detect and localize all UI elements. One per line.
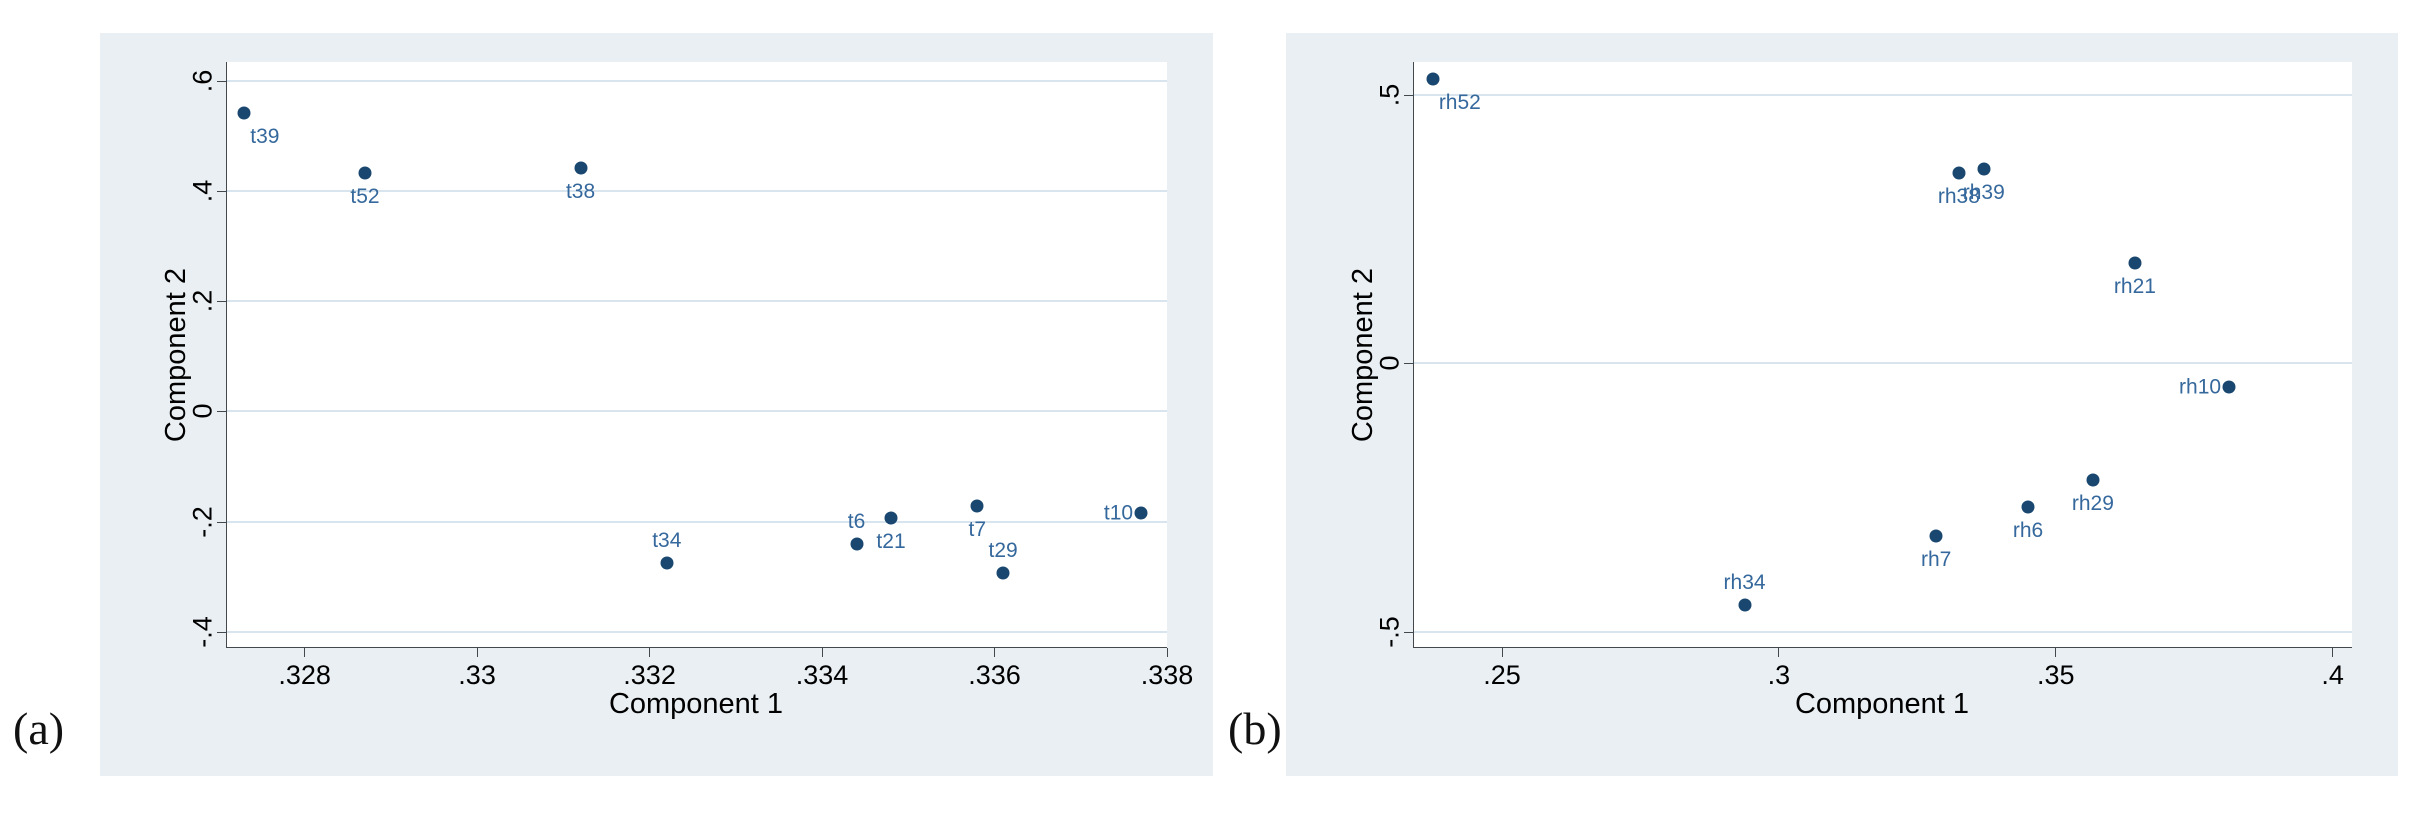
data-point-marker xyxy=(2128,256,2142,270)
y-tick-mark xyxy=(217,631,226,633)
data-point-label: rh10 xyxy=(2179,375,2222,399)
data-point-label: rh38 xyxy=(1937,185,1980,209)
x-tick-mark xyxy=(1166,648,1168,657)
data-point-marker xyxy=(1977,162,1991,176)
plot-area-a: .6 .4 .2 0 -.2 -.4 .328 .33 .332 .334 .336 .338 t39 t… xyxy=(188,62,1193,690)
data-point-marker xyxy=(574,161,588,175)
data-point-label: t7 xyxy=(968,518,987,542)
x-tick-label: .334 xyxy=(795,660,849,690)
x-tick-label: .4 xyxy=(2321,660,2344,690)
panel-letter-b: (b) xyxy=(1228,703,1282,754)
x-tick-mark xyxy=(1778,648,1780,657)
y-gridline xyxy=(1414,630,2352,633)
y-gridline xyxy=(227,410,1167,413)
y-tick-mark xyxy=(1404,95,1413,96)
data-point-label: rh21 xyxy=(2113,275,2156,298)
y-tick-label: 0 xyxy=(1374,355,1405,371)
data-point-label: rh6 xyxy=(2012,518,2044,542)
x-tick-mark xyxy=(304,648,306,657)
data-point-marker xyxy=(1929,529,1943,543)
data-point-label: t38 xyxy=(565,179,596,203)
data-point-marker xyxy=(850,537,864,551)
data-point-label: rh52 xyxy=(1438,90,1481,114)
x-tick-label: .25 xyxy=(1483,660,1521,690)
data-point-marker xyxy=(237,106,251,120)
data-point-marker xyxy=(660,556,674,570)
y-tick-label: 0 xyxy=(187,403,218,419)
y-axis-title-b: Component 2 xyxy=(1347,267,1379,443)
data-point-marker xyxy=(358,166,372,180)
y-tick-mark xyxy=(217,521,226,523)
data-point-marker xyxy=(2086,473,2100,487)
y-gridline xyxy=(1414,362,2352,365)
y-gridline xyxy=(227,300,1167,303)
x-tick-mark xyxy=(2055,648,2057,657)
data-point-marker xyxy=(1134,506,1148,520)
y-tick-mark xyxy=(217,81,226,83)
x-tick-mark xyxy=(994,648,996,657)
y-tick-label: .2 xyxy=(187,290,218,313)
y-tick-label: .5 xyxy=(1374,83,1405,107)
y-tick-label: -.2 xyxy=(187,505,218,538)
scatter-plot-panel-a: .6 .4 .2 0 -.2 -.4 .328 .33 .332 .334 .336 .338 t39 t… xyxy=(100,33,1213,776)
data-point-label: t29 xyxy=(988,538,1018,562)
y-tick-mark xyxy=(1404,363,1413,365)
panel-letter-a: (a) xyxy=(13,703,65,754)
data-point-label: t39 xyxy=(250,124,280,148)
y-tick-label: -.4 xyxy=(187,615,218,648)
data-point-marker xyxy=(884,511,898,525)
x-tick-label: .328 xyxy=(278,660,331,690)
x-axis-title-a: Component 1 xyxy=(608,688,784,720)
x-tick-label: .332 xyxy=(623,660,676,690)
x-tick-mark xyxy=(2332,648,2334,657)
data-point-marker xyxy=(996,566,1010,580)
y-tick-label: .6 xyxy=(187,69,218,93)
data-point-label: t52 xyxy=(350,185,380,209)
data-point-label: t10 xyxy=(1103,501,1134,525)
data-point-label: t6 xyxy=(847,510,866,534)
y-gridline xyxy=(227,190,1167,193)
y-axis-title-a: Component 2 xyxy=(160,267,192,443)
y-tick-mark xyxy=(1404,631,1413,633)
y-tick-label: -.5 xyxy=(1374,615,1405,648)
data-point-marker xyxy=(970,499,984,513)
y-tick-mark xyxy=(217,301,226,303)
y-tick-mark xyxy=(217,191,226,193)
data-point-label: t34 xyxy=(652,529,682,553)
data-point-label: t21 xyxy=(876,530,906,554)
x-tick-mark xyxy=(649,648,651,657)
x-tick-label: .336 xyxy=(968,660,1021,690)
y-tick-mark xyxy=(217,411,226,413)
x-axis-title-b: Component 1 xyxy=(1794,688,1970,720)
x-tick-label: .35 xyxy=(2036,660,2075,690)
x-tick-mark xyxy=(821,648,823,657)
y-gridline xyxy=(227,520,1167,523)
y-gridline xyxy=(1414,94,2352,96)
data-point-marker xyxy=(1738,598,1752,612)
data-point-marker xyxy=(1952,166,1966,180)
data-point-marker xyxy=(2222,380,2236,394)
x-tick-label: .33 xyxy=(458,660,496,690)
y-gridline xyxy=(227,80,1167,83)
x-tick-mark xyxy=(1501,648,1503,657)
data-point-label: rh39 xyxy=(1962,180,2005,204)
data-point-marker xyxy=(1426,72,1440,86)
plot-area-b: .5 0 -.5 .25 .3 .35 .4 rh52 rh38 rh39 rh21 rh10 rh29… xyxy=(1375,62,2352,690)
scatter-plot-panel-b: .5 0 -.5 .25 .3 .35 .4 rh52 rh38 rh39 rh21 rh10 rh29… xyxy=(1286,33,2398,776)
y-tick-label: .4 xyxy=(187,180,218,203)
data-point-label: rh7 xyxy=(1920,548,1952,572)
data-point-label: rh29 xyxy=(2071,492,2114,516)
x-tick-label: .3 xyxy=(1767,660,1791,690)
x-tick-mark xyxy=(476,648,478,657)
x-tick-label: .338 xyxy=(1140,660,1194,690)
data-point-label: rh34 xyxy=(1723,570,1766,594)
y-gridline xyxy=(227,630,1167,633)
data-point-marker xyxy=(2021,500,2035,514)
